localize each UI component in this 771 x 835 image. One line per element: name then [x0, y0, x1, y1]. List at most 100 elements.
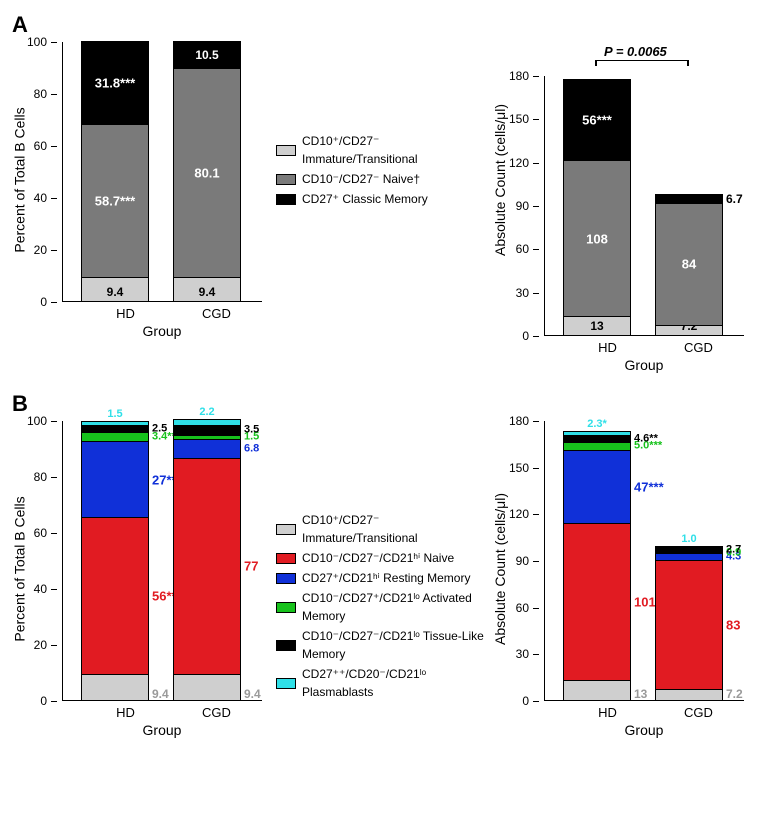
seg-immature: 9.4	[173, 674, 241, 700]
legend-row: CD27⁺⁺/CD20⁻/CD21ˡᵒ Plasmablasts	[276, 665, 496, 701]
seg-activated: 3.4***	[81, 432, 149, 442]
legend-label: CD10⁻/CD27⁻ Naive†	[302, 170, 420, 188]
legend-label: CD10⁻/CD27⁻/CD21ˡᵒ Tissue-Like Memory	[302, 627, 496, 663]
x-labels: HD CGD	[62, 705, 262, 720]
y-tick-label: 60	[34, 139, 47, 153]
x-label: HD	[574, 340, 642, 355]
legend-swatch	[276, 174, 296, 185]
chart-b-right-ylabel: Absolute Count (cells/μl)	[492, 493, 508, 645]
y-tick-label: 60	[516, 242, 529, 256]
legend-row: CD27⁺ Classic Memory	[276, 190, 496, 208]
seg-label: 80.1	[194, 166, 219, 179]
x-label: HD	[92, 705, 160, 720]
chart-a-right: 03060901201501801310856***7.2846.7HDCGDG…	[544, 76, 744, 373]
seg-memory: 10.5	[173, 41, 241, 68]
chart-b-right: 03060901201501801310147***5.0***4.6**2.3…	[544, 421, 744, 738]
legend-row: CD10⁺/CD27⁻ Immature/Transitional	[276, 132, 496, 168]
y-tick	[51, 589, 57, 590]
y-tick	[533, 468, 539, 469]
y-tick	[533, 421, 539, 422]
seg-memory: 31.8***	[81, 41, 149, 124]
panel-a-row: Percent of Total B Cells 0204060801009.4…	[12, 42, 759, 373]
seg-tissue: 4.6**	[563, 435, 631, 442]
seg-immature: 9.4	[81, 277, 149, 301]
y-tick-label: 150	[509, 112, 529, 126]
y-tick	[51, 421, 57, 422]
seg-immature: 9.4	[173, 277, 241, 301]
seg-label: 9.4	[199, 286, 216, 298]
legend-label: CD10⁻/CD27⁺/CD21ˡᵒ Activated Memory	[302, 589, 496, 625]
legend-a: CD10⁺/CD27⁻ Immature/Transitional CD10⁻/C…	[276, 132, 496, 210]
seg-label: 1.0	[681, 534, 696, 545]
y-tick-label: 30	[516, 647, 529, 661]
chart-a-right-wrap: Absolute Count (cells/μl) 03060901201501…	[544, 42, 744, 373]
seg-memory: 6.7	[655, 194, 723, 204]
bars-wrap: 9.4 58.7*** 31.8*** 9.4 80.1 10.5	[81, 41, 241, 301]
chart-a-left-wrap: Percent of Total B Cells 0204060801009.4…	[62, 42, 262, 339]
p-value-label: P = 0.0065	[604, 44, 667, 59]
legend-label: CD27⁺⁺/CD20⁻/CD21ˡᵒ Plasmablasts	[302, 665, 496, 701]
seg-label: 9.4	[244, 688, 261, 700]
seg-label: 56***	[582, 114, 612, 127]
x-label: CGD	[183, 705, 251, 720]
panel-b-label: B	[12, 391, 759, 417]
legend-b: CD10⁺/CD27⁻ Immature/Transitional CD10⁻/C…	[276, 511, 496, 703]
seg-naive: 58.7***	[81, 124, 149, 277]
seg-immature: 13	[563, 680, 631, 700]
legend-label: CD10⁺/CD27⁻ Immature/Transitional	[302, 511, 496, 547]
legend-swatch	[276, 602, 296, 613]
legend-swatch	[276, 145, 296, 156]
legend-label: CD27⁺ Classic Memory	[302, 190, 428, 208]
x-labels: HDCGD	[544, 705, 744, 720]
y-tick-label: 30	[516, 286, 529, 300]
seg-label: 10.5	[195, 49, 218, 61]
y-tick	[51, 533, 57, 534]
seg-plasma: 1.0	[655, 546, 723, 548]
seg-resting: 6.8	[173, 439, 241, 458]
y-tick-label: 180	[509, 69, 529, 83]
seg-immature: 13	[563, 316, 631, 335]
seg-label: 58.7***	[95, 194, 135, 207]
seg-label: 9.4	[107, 286, 124, 298]
y-tick	[51, 701, 57, 702]
seg-label: 3.5	[244, 425, 259, 436]
legend-label: CD10⁻/CD27⁻/CD21ʰⁱ Naive	[302, 549, 454, 567]
seg-label: 2.2	[199, 407, 214, 418]
chart-area: 03060901201501801310147***5.0***4.6**2.3…	[544, 421, 744, 701]
seg-plasma: 1.5	[81, 421, 149, 425]
seg-immature: 7.2	[655, 325, 723, 335]
seg-label: 9.4	[152, 688, 169, 700]
y-tick	[533, 206, 539, 207]
chart-area: 03060901201501801310856***7.2846.7	[544, 76, 744, 336]
seg-label: 13	[634, 688, 647, 700]
seg-label: 2.7	[726, 545, 741, 556]
y-tick	[51, 42, 57, 43]
y-tick-label: 80	[34, 470, 47, 484]
seg-naive: 77	[173, 458, 241, 674]
seg-label: 2.5	[152, 423, 167, 434]
legend-row: CD10⁻/CD27⁻ Naive†	[276, 170, 496, 188]
legend-swatch	[276, 678, 296, 689]
seg-plasma: 2.3*	[563, 431, 631, 435]
seg-label: 13	[590, 320, 603, 332]
seg-activated: 1.5	[173, 435, 241, 439]
y-tick	[533, 119, 539, 120]
bar-cgd: 9.4 80.1 10.5	[173, 41, 241, 301]
panel-b-row: Percent of Total B Cells 0204060801009.4…	[12, 421, 759, 738]
seg-label: 6.8	[244, 444, 259, 455]
p-value-bracket	[596, 60, 688, 61]
y-tick	[533, 514, 539, 515]
legend-swatch	[276, 194, 296, 205]
y-tick	[533, 249, 539, 250]
seg-label: 6.7	[726, 193, 743, 205]
y-tick	[533, 701, 539, 702]
y-tick	[533, 76, 539, 77]
x-label: HD	[574, 705, 642, 720]
y-tick-label: 40	[34, 582, 47, 596]
x-title: Group	[544, 357, 744, 373]
bar-hd: 9.456***27***3.4***2.51.5	[81, 421, 149, 700]
bar-cgd: 7.2846.7	[655, 194, 723, 335]
y-tick	[533, 608, 539, 609]
y-tick	[51, 302, 57, 303]
seg-label: 7.2	[726, 688, 743, 700]
